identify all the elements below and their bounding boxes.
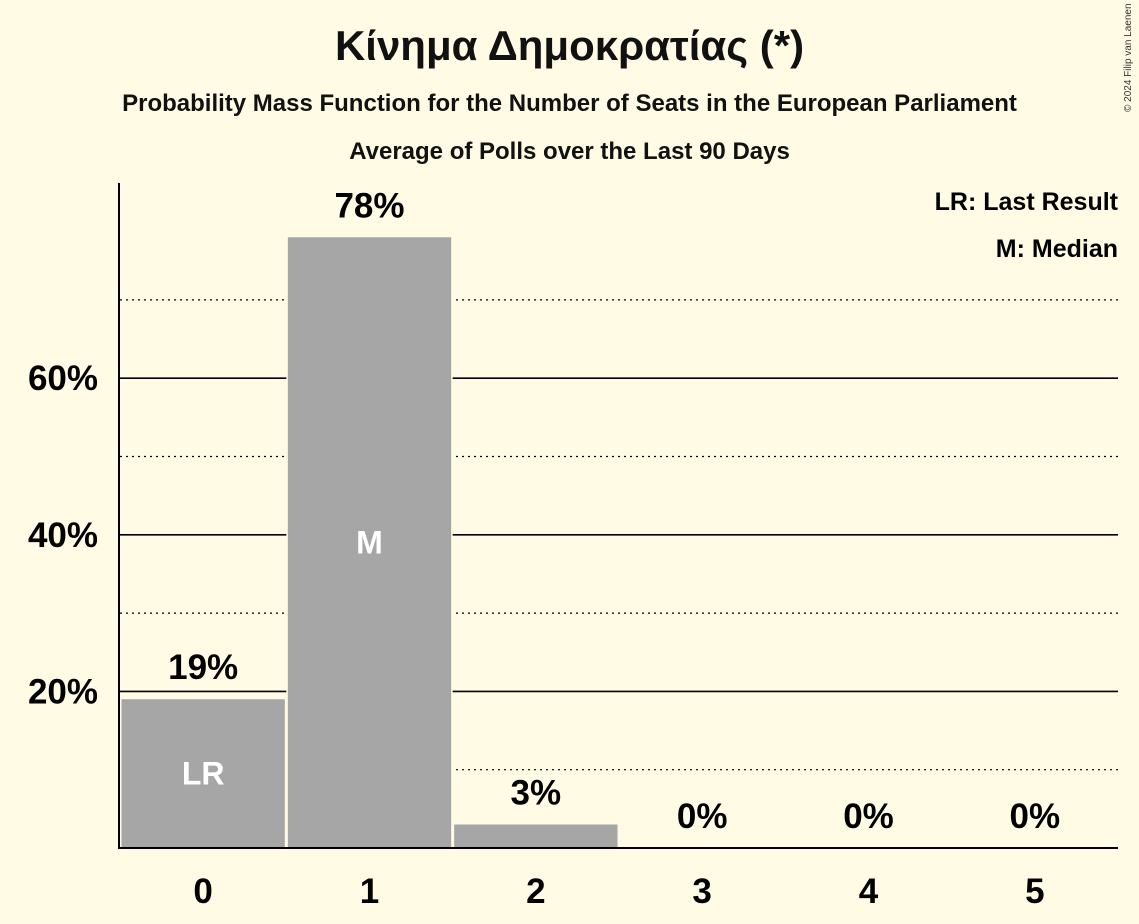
bar-marker-label: LR — [182, 756, 225, 792]
x-tick-label: 0 — [193, 872, 212, 911]
chart-subtitle-period: Average of Polls over the Last 90 Days — [349, 138, 790, 165]
chart-title: Κίνημα Δημοκρατίας (*) — [334, 22, 805, 69]
bar — [121, 699, 285, 848]
bars — [120, 237, 619, 848]
x-tick-label: 1 — [360, 872, 379, 911]
bar-value-label: 0% — [843, 797, 894, 836]
bar-value-label: 0% — [677, 797, 728, 836]
bar-value-label: 19% — [168, 648, 238, 687]
x-tick-label: 4 — [859, 872, 879, 911]
legend-median: M: Median — [996, 235, 1118, 263]
y-tick-label: 20% — [28, 672, 98, 711]
chart-subtitle: Probability Mass Function for the Number… — [122, 90, 1017, 117]
y-tick-label: 60% — [28, 359, 98, 398]
bar-value-label: 3% — [511, 774, 562, 813]
x-tick-label: 3 — [692, 872, 711, 911]
bar-value-label: 78% — [334, 186, 404, 225]
x-tick-label: 5 — [1025, 872, 1044, 911]
bar-value-label: 0% — [1010, 797, 1061, 836]
y-tick-label: 40% — [28, 516, 98, 555]
bar — [287, 237, 452, 848]
bar — [454, 824, 618, 848]
legend-last-result: LR: Last Result — [935, 188, 1119, 216]
x-tick-label: 2 — [526, 872, 545, 911]
bar-marker-label: M — [356, 525, 383, 561]
